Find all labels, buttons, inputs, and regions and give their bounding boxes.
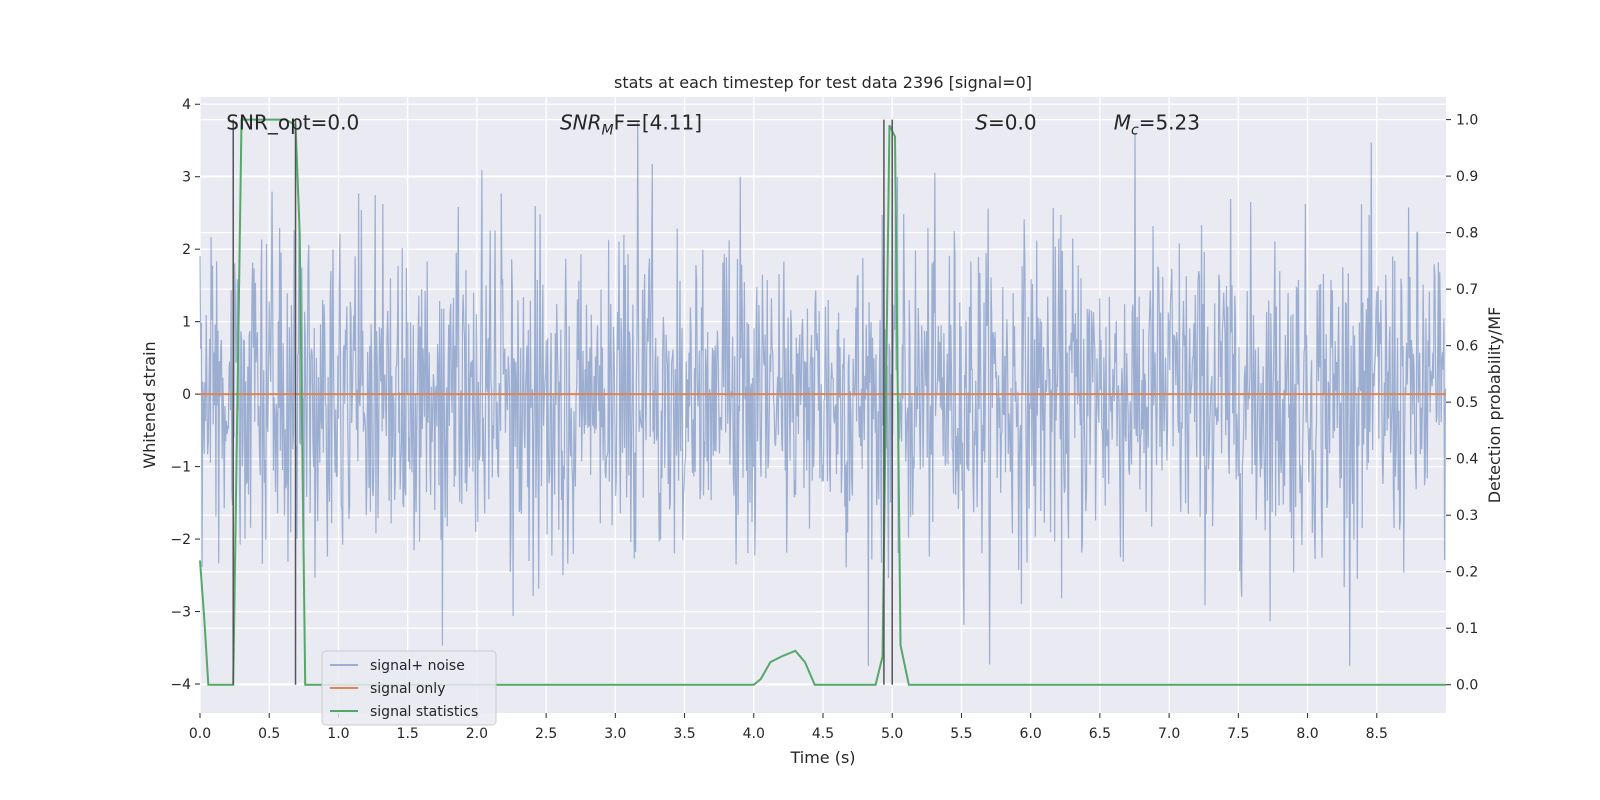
y-tick-label: 3	[182, 170, 191, 186]
vertical-markers	[232, 119, 893, 685]
legend-box	[321, 650, 497, 726]
y-right-tick-label: 0.3	[1456, 508, 1478, 524]
x-tick-label: 5.0	[881, 726, 903, 742]
y-tick-label: 4	[182, 97, 191, 113]
annotations: SNR_opt=0.0 SNRMF=[4.11] S=0.0 Mc=5.23	[226, 110, 1200, 138]
annotation-mc: Mc=5.23	[1114, 110, 1200, 138]
y-right-tick-label: 0.0	[1456, 678, 1478, 694]
x-tick-label: 2.5	[535, 726, 557, 742]
y-right-tick-label: 0.1	[1456, 621, 1478, 637]
x-axis: 0.0 0.5 1.0 1.5 2.0 2.5 3.0 3.5 4.0 4.5 5.0 5.5 6.0 6…	[189, 713, 1388, 742]
x-tick-label: 1.0	[327, 726, 349, 742]
x-tick-label: 1.5	[397, 726, 419, 742]
x-tick-label: 3.0	[604, 726, 626, 742]
series-line-signal-noise	[199, 122, 1447, 666]
x-tick-label: 0.5	[258, 726, 280, 742]
y-axis-left: −4 −3 −2 −1 0 1 2 3 4	[170, 97, 200, 693]
y-tick-label: −3	[170, 605, 191, 621]
x-tick-label: 0.0	[189, 726, 211, 742]
x-tick-label: 7.0	[1158, 726, 1180, 742]
y-tick-label: 0	[182, 387, 191, 403]
y-right-tick-label: 0.5	[1456, 395, 1478, 411]
x-tick-label: 8.5	[1366, 726, 1388, 742]
y-right-tick-label: 1.0	[1456, 113, 1478, 129]
x-tick-label: 3.5	[673, 726, 695, 742]
y-right-tick-label: 0.9	[1456, 169, 1478, 185]
annotation-snr-mf: SNRMF=[4.11]	[560, 110, 702, 138]
x-tick-label: 4.0	[743, 726, 765, 742]
x-tick-label: 7.5	[1227, 726, 1249, 742]
y-tick-label: −1	[170, 460, 191, 476]
y-right-tick-label: 0.4	[1456, 452, 1478, 468]
y-tick-label: 1	[182, 315, 191, 331]
series-signal-noise	[199, 122, 1447, 666]
y-axis-right: 0.0 0.1 0.2 0.3 0.4 0.5 0.6 0.7 0.8 0.9 1.0	[1446, 113, 1478, 694]
legend: signal+ noise signal only signal statistic…	[321, 650, 497, 726]
x-tick-label: 8.0	[1296, 726, 1318, 742]
y-tick-label: −4	[170, 677, 191, 693]
series-line-signal-statistics	[199, 118, 1446, 686]
legend-label: signal only	[370, 681, 445, 697]
x-axis-label: Time (s)	[789, 748, 855, 767]
legend-label: signal+ noise	[370, 658, 465, 674]
annotation-snr-opt: SNR_opt=0.0	[226, 110, 359, 134]
y-right-tick-label: 0.8	[1456, 226, 1478, 242]
x-tick-label: 4.5	[812, 726, 834, 742]
x-tick-label: 6.0	[1020, 726, 1042, 742]
x-tick-label: 5.5	[950, 726, 972, 742]
chart-title: stats at each timestep for test data 239…	[614, 73, 1032, 92]
y-axis-label: Whitened strain	[140, 341, 159, 468]
x-tick-label: 6.5	[1089, 726, 1111, 742]
y-axis-right-label: Detection probability/MF	[1485, 307, 1504, 504]
y-right-tick-label: 0.6	[1456, 339, 1478, 355]
y-right-tick-label: 0.7	[1456, 282, 1478, 298]
legend-label: signal statistics	[370, 704, 478, 720]
x-tick-label: 2.0	[466, 726, 488, 742]
y-tick-label: −2	[170, 532, 191, 548]
y-right-tick-label: 0.2	[1456, 565, 1478, 581]
y-tick-label: 2	[182, 242, 191, 258]
series-lines	[199, 118, 1446, 686]
annotation-s: S=0.0	[975, 110, 1036, 134]
